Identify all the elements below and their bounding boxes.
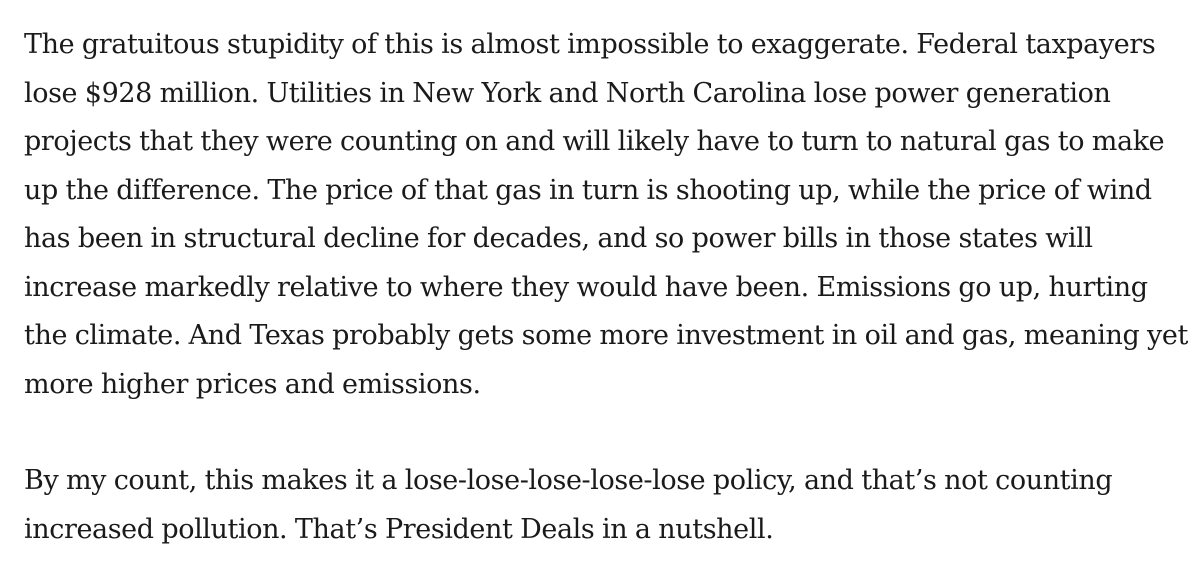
paragraph-stupidity-costs: The gratuitous stupidity of this is almo… bbox=[24, 29, 1188, 400]
paragraph-lose-count: By my count, this makes it a lose-lose-l… bbox=[24, 465, 1113, 545]
article-body: The gratuitous stupidity of this is almo… bbox=[24, 21, 1189, 554]
